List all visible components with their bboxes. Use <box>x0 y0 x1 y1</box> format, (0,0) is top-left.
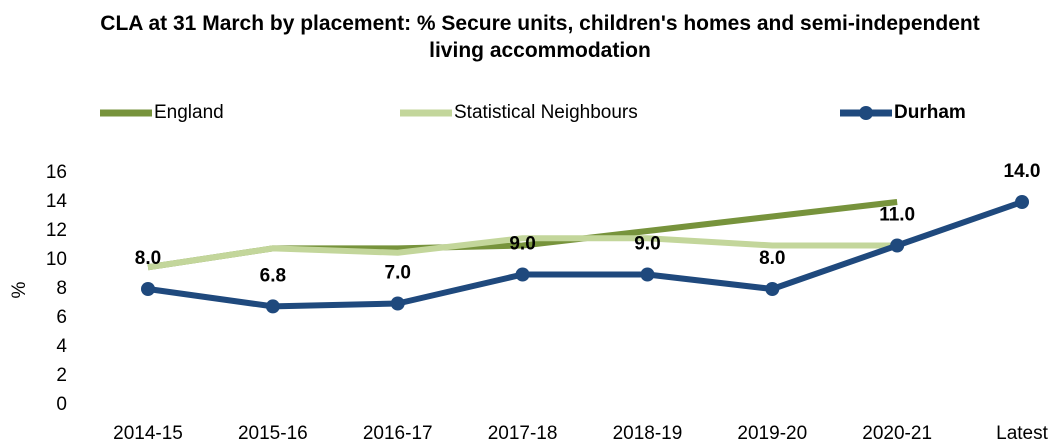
data-label: 9.0 <box>509 234 535 255</box>
series-marker <box>515 267 530 282</box>
x-tick-label: Latest <box>996 423 1048 444</box>
series-marker <box>890 238 905 253</box>
y-tick-label: 4 <box>56 336 67 357</box>
data-label: 11.0 <box>879 205 915 226</box>
x-tick-label: 2017-18 <box>488 423 558 444</box>
y-axis-label: % <box>9 281 30 298</box>
y-tick-label: 14 <box>46 191 68 212</box>
x-tick-label: 2016-17 <box>363 423 433 444</box>
legend-label: Durham <box>894 102 966 123</box>
series-marker <box>390 296 405 311</box>
x-tick-label: 2014-15 <box>113 423 183 444</box>
data-label: 14.0 <box>1004 161 1041 182</box>
chart-title: CLA at 31 March by placement: % Secure u… <box>100 12 980 62</box>
x-tick-label: 2020-21 <box>862 423 932 444</box>
legend-marker <box>859 106 873 120</box>
data-label: 7.0 <box>385 263 411 284</box>
x-tick-label: 2018-19 <box>613 423 683 444</box>
series-line <box>147 235 898 271</box>
series-marker <box>765 282 780 296</box>
y-tick-label: 8 <box>56 278 67 299</box>
x-tick-label: 2015-16 <box>238 423 308 444</box>
series-marker <box>1015 195 1030 209</box>
y-tick-label: 2 <box>56 365 67 386</box>
data-label: 8.0 <box>135 248 161 269</box>
series-line <box>147 199 1024 310</box>
data-label: 8.0 <box>759 248 785 269</box>
series-marker <box>640 267 655 282</box>
data-label: 6.8 <box>260 265 286 286</box>
y-tick-label: 10 <box>46 249 67 270</box>
legend-label: Statistical Neighbours <box>454 102 638 123</box>
y-tick-label: 12 <box>46 220 67 241</box>
y-tick-label: 16 <box>46 162 67 183</box>
x-tick-label: 2019-20 <box>737 423 807 444</box>
data-label: 9.0 <box>634 234 660 255</box>
y-tick-label: 0 <box>56 394 67 415</box>
series-marker <box>141 282 155 296</box>
legend-label: England <box>154 102 224 123</box>
y-tick-label: 6 <box>56 307 67 328</box>
series-marker <box>265 299 280 314</box>
